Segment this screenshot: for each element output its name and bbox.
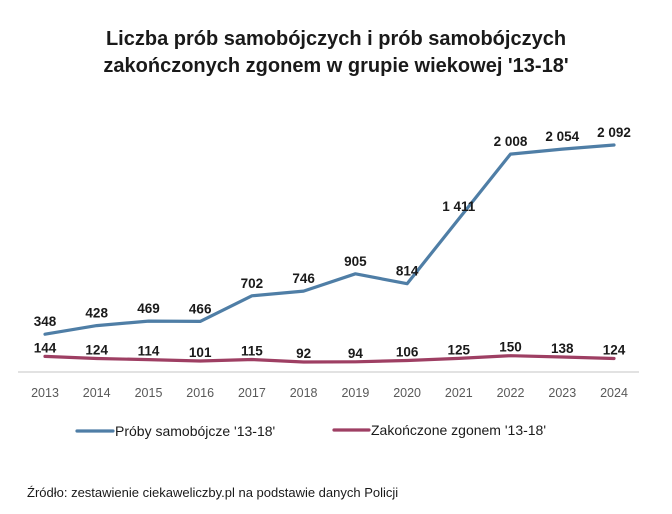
- svg-text:2020: 2020: [393, 386, 421, 400]
- svg-text:2014: 2014: [83, 386, 111, 400]
- svg-text:746: 746: [292, 271, 315, 286]
- svg-text:466: 466: [189, 301, 212, 316]
- svg-text:814: 814: [396, 264, 419, 279]
- svg-text:115: 115: [241, 344, 263, 359]
- svg-text:94: 94: [348, 346, 364, 361]
- svg-text:2019: 2019: [341, 386, 369, 400]
- svg-text:138: 138: [551, 341, 574, 356]
- svg-text:114: 114: [138, 344, 160, 359]
- svg-text:2023: 2023: [548, 386, 576, 400]
- svg-text:2017: 2017: [238, 386, 266, 400]
- svg-text:2 008: 2 008: [494, 134, 528, 149]
- svg-text:2 054: 2 054: [545, 129, 579, 144]
- svg-text:101: 101: [189, 345, 212, 360]
- svg-text:2022: 2022: [497, 386, 525, 400]
- svg-text:Źródło: zestawienie ciekawelic: Źródło: zestawienie ciekaweliczby.pl na …: [27, 485, 398, 500]
- svg-text:702: 702: [241, 276, 264, 291]
- svg-text:1 411: 1 411: [442, 199, 476, 214]
- svg-text:348: 348: [34, 314, 57, 329]
- svg-text:2018: 2018: [290, 386, 318, 400]
- svg-text:Próby samobójcze '13-18': Próby samobójcze '13-18': [115, 423, 275, 439]
- svg-text:92: 92: [296, 346, 311, 361]
- svg-text:124: 124: [603, 343, 626, 358]
- svg-text:428: 428: [85, 306, 108, 321]
- svg-text:2 092: 2 092: [597, 125, 631, 140]
- svg-text:2013: 2013: [31, 386, 59, 400]
- svg-text:905: 905: [344, 254, 367, 269]
- svg-text:2016: 2016: [186, 386, 214, 400]
- svg-text:2024: 2024: [600, 386, 628, 400]
- svg-text:124: 124: [85, 343, 108, 358]
- svg-text:125: 125: [448, 342, 471, 357]
- svg-text:2015: 2015: [135, 386, 163, 400]
- svg-text:2021: 2021: [445, 386, 473, 400]
- svg-text:106: 106: [396, 345, 419, 360]
- svg-text:144: 144: [34, 340, 57, 355]
- svg-text:Zakończone zgonem '13-18': Zakończone zgonem '13-18': [371, 422, 546, 438]
- svg-text:469: 469: [137, 301, 160, 316]
- svg-text:150: 150: [499, 340, 522, 355]
